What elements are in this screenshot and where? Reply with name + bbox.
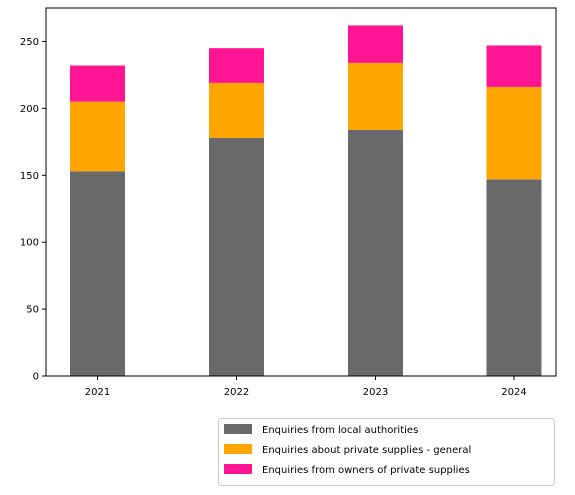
y-tick-label-4: 200 — [20, 104, 39, 115]
legend-label-2: Enquiries about private supplies - gener… — [262, 445, 471, 456]
legend-swatch-1 — [224, 424, 252, 434]
bar-2024-series-2 — [486, 86, 542, 180]
y-tick-label-2: 100 — [20, 238, 39, 249]
legend-swatch-3 — [224, 464, 252, 474]
x-tick-label-2023: 2023 — [363, 387, 388, 398]
legend-frame — [218, 418, 555, 486]
y-tick-label-3: 150 — [20, 171, 39, 182]
x-tick-label-2022: 2022 — [224, 387, 249, 398]
x-tick-label-2021: 2021 — [85, 387, 110, 398]
bar-2024-series-3 — [486, 45, 542, 87]
legend: Enquiries from local authorities Enquirie… — [218, 418, 555, 486]
bar-2022-series-3 — [209, 48, 264, 83]
bar-2022-series-2 — [209, 82, 264, 138]
y-tick-label-0: 0 — [33, 372, 39, 383]
bar-2022-series-1 — [209, 137, 264, 376]
legend-label-1: Enquiries from local authorities — [262, 425, 418, 436]
legend-swatch-2 — [224, 444, 252, 454]
bar-2021-series-1 — [70, 171, 125, 376]
bar-2024-series-1 — [486, 179, 542, 376]
x-axis: 2021 2022 2023 2024 — [85, 376, 527, 398]
bar-2023-series-1 — [348, 129, 403, 376]
bar-2023-series-2 — [348, 62, 403, 130]
legend-label-3: Enquiries from owners of private supplie… — [262, 465, 470, 476]
bar-2021-series-3 — [70, 65, 125, 102]
x-tick-label-2024: 2024 — [501, 387, 526, 398]
bars-layer — [70, 25, 542, 376]
bar-2023-series-3 — [348, 25, 403, 63]
y-tick-label-1: 50 — [26, 305, 39, 316]
y-axis: 0 50 100 150 200 250 — [20, 37, 46, 383]
y-tick-label-5: 250 — [20, 37, 39, 48]
bar-2021-series-2 — [70, 101, 125, 172]
plot-frame — [45, 7, 557, 377]
